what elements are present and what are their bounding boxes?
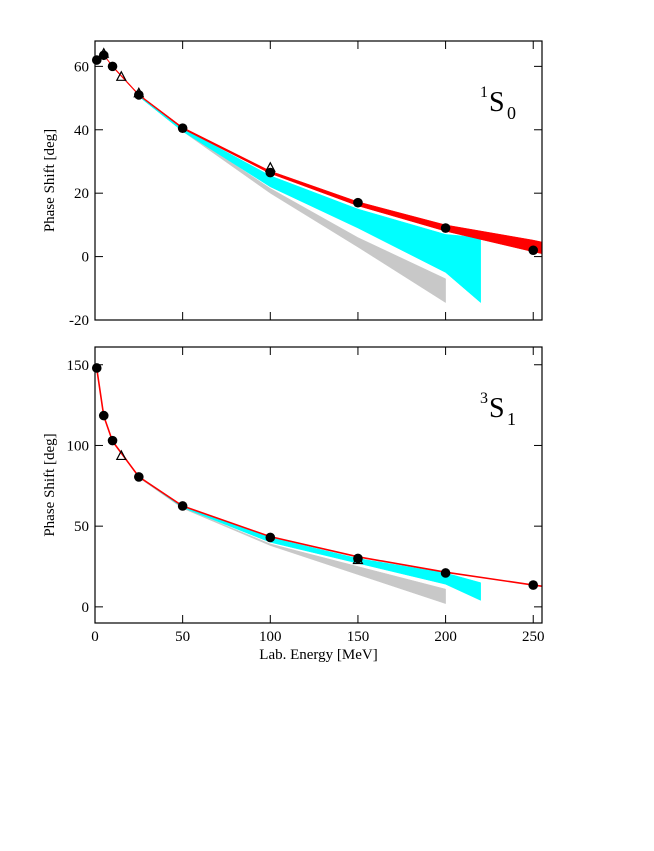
- x-axis-label: Lab. Energy [MeV]: [259, 647, 377, 663]
- plot-area: [96, 54, 542, 304]
- data-point: [265, 167, 276, 178]
- y-tick-label: 150: [67, 358, 90, 374]
- y-tick-label: 50: [74, 519, 89, 535]
- data-point: [115, 70, 127, 81]
- band: [96, 54, 542, 254]
- line: [95, 368, 542, 587]
- y-tick-label: 0: [82, 250, 90, 266]
- y-tick-label: 40: [74, 123, 89, 139]
- annotation-sub: 0: [507, 103, 516, 123]
- plot-area: [95, 368, 542, 604]
- data-point: [98, 50, 109, 61]
- x-tick-label: 50: [175, 629, 190, 645]
- axis-frame: [94, 40, 543, 321]
- data-point: [91, 363, 102, 373]
- panel: 0 50 100 150 0 50 100 150 200 250 Phase Shift [deg…: [42, 346, 545, 663]
- data-point: [177, 123, 188, 133]
- annotation-sup: 1: [480, 84, 488, 101]
- data-point: [528, 580, 539, 590]
- data-point: [177, 501, 188, 511]
- band: [138, 476, 446, 604]
- data-point: [91, 55, 102, 65]
- y-axis-label: Phase Shift [deg]: [42, 129, 58, 232]
- data-point: [353, 197, 363, 208]
- data-point: [115, 449, 127, 461]
- data-point: [440, 568, 451, 578]
- y-tick-label: 0: [82, 600, 90, 616]
- x-tick-label: 0: [91, 629, 99, 645]
- data-point: [353, 553, 363, 564]
- data-point: [265, 532, 276, 543]
- x-tick-label: 100: [259, 629, 282, 645]
- data-point: [440, 223, 451, 233]
- x-tick-label: 150: [347, 629, 370, 645]
- band: [138, 476, 481, 601]
- data-point: [134, 90, 144, 100]
- annotation: S: [489, 87, 505, 118]
- annotation: S: [489, 393, 505, 424]
- y-tick-label: 100: [67, 438, 90, 454]
- y-tick-label: 20: [74, 186, 89, 202]
- data-point: [134, 472, 144, 482]
- y-axis-label: Phase Shift [deg]: [42, 433, 58, 536]
- data-point: [107, 435, 118, 446]
- data-point: [528, 245, 539, 256]
- annotation-sub: 1: [507, 409, 516, 429]
- y-tick-label: -20: [69, 313, 89, 329]
- data-point: [98, 410, 109, 421]
- axis-frame: [94, 346, 543, 624]
- x-tick-label: 200: [434, 629, 457, 645]
- annotation-sup: 3: [480, 390, 488, 407]
- y-tick-label: 60: [74, 59, 89, 75]
- x-tick-label: 250: [522, 629, 545, 645]
- data-point: [107, 61, 118, 72]
